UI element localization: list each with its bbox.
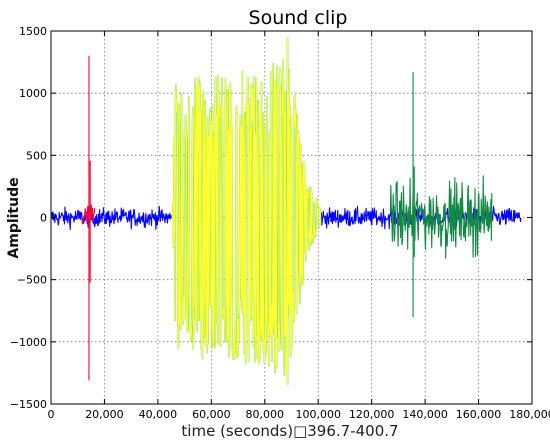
series-0-line bbox=[50, 205, 172, 231]
x-tick-label: 180,000 bbox=[509, 408, 550, 421]
x-tick-label: 40,000 bbox=[139, 408, 178, 421]
axis-ticks: 0 20,000 40,000 60,000 80,000 100,000 120,000 1… bbox=[10, 25, 550, 421]
y-tick-label: −1500 bbox=[10, 398, 47, 411]
chart-title: Sound clip bbox=[249, 7, 348, 29]
x-tick-label: 60,000 bbox=[192, 408, 231, 421]
y-tick-label: −1000 bbox=[10, 336, 47, 349]
y-axis-label: Amplitude bbox=[6, 177, 22, 258]
series-1-line bbox=[81, 55, 96, 381]
x-axis-label: time (seconds)□396.7-400.7 bbox=[181, 422, 398, 440]
x-tick-label: 20,000 bbox=[85, 408, 124, 421]
x-tick-label: 120,000 bbox=[349, 408, 395, 421]
x-tick-label: 100,000 bbox=[295, 408, 341, 421]
series-3-line bbox=[389, 72, 493, 317]
y-tick-label: 0 bbox=[40, 212, 47, 225]
x-tick-label: 0 bbox=[48, 408, 55, 421]
y-tick-label: 1500 bbox=[19, 25, 47, 38]
y-tick-label: 500 bbox=[26, 149, 47, 162]
x-tick-label: 160,000 bbox=[456, 408, 502, 421]
x-tick-label: 80,000 bbox=[246, 408, 285, 421]
y-tick-label: 1000 bbox=[19, 87, 47, 100]
waveform bbox=[50, 37, 522, 386]
x-tick-label: 140,000 bbox=[402, 408, 448, 421]
series-2-line bbox=[172, 37, 322, 386]
y-tick-label: −500 bbox=[17, 274, 47, 287]
